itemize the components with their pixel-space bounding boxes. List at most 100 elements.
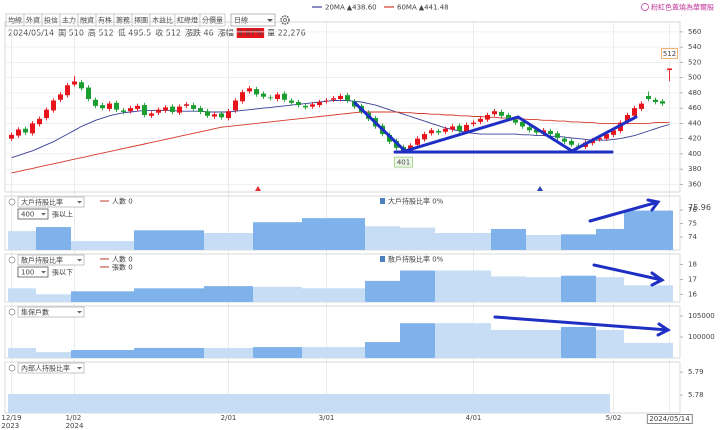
settings-icon[interactable] [280,15,290,25]
panel-select[interactable] [17,362,85,374]
candle-body [30,123,35,134]
threshold-unit: 張以上 [52,210,73,219]
candle-body [93,99,98,106]
candle-body [338,95,343,99]
tab[interactable]: 均線 [8,16,22,25]
candle-body [317,102,322,106]
panel-select[interactable] [17,196,85,208]
step-bar [302,218,365,250]
candle-body [534,129,539,133]
candle-body [492,111,497,115]
dropdown-caret [77,311,82,314]
ma-line [11,111,670,174]
info-volume: 量 22,276 [267,29,306,38]
candle-body [478,118,483,122]
candle-body [604,134,609,139]
legend-name: 20MA [325,4,345,12]
panel-title[interactable]: 散戶持股比率 [21,256,63,265]
y-tick-label: 17 [688,275,697,283]
candle-body [527,127,532,131]
panel-title[interactable]: 集保戶數 [21,308,49,317]
candle-body [513,119,518,123]
tab[interactable]: 擇圖 [134,16,148,25]
tab[interactable]: 有株 [98,16,112,25]
legend-value: ▲438.60 [347,4,377,12]
candle-body [331,98,336,100]
threshold-select[interactable] [17,266,49,278]
low-price-box [394,156,413,168]
tab[interactable]: 籌務 [116,16,130,25]
step-bar [400,270,435,302]
tab[interactable]: 本益比 [152,16,173,25]
y-tick-label: 76 [688,206,697,214]
info-item: 低 495.5 [118,28,151,38]
y-tick-label: 480 [688,89,701,97]
y-tick-label: 540 [688,43,701,51]
step-bar [491,276,526,302]
step-bar [624,210,673,250]
candle-body [212,114,217,117]
candle-body [142,105,147,116]
candle-body [324,100,329,102]
tab[interactable]: 分價量 [202,16,223,25]
threshold-value[interactable]: 400 [21,211,34,219]
panel-close[interactable] [8,256,16,264]
interval-select[interactable] [230,13,276,27]
candle-body [303,105,308,108]
panel-select[interactable] [17,254,85,266]
candle-body [632,108,637,116]
pct-box [236,28,265,38]
threshold-select[interactable] [17,208,49,220]
y-tick-label: 520 [688,58,701,66]
step-bar [204,232,253,250]
panel-select[interactable] [17,306,85,318]
tab[interactable]: 紅綠燈 [177,16,198,25]
candle-body [37,118,42,125]
candle-body [135,105,140,109]
candle-body [121,110,126,112]
panel-close[interactable] [8,308,16,316]
step-bar [400,323,435,358]
panel-title[interactable]: 內部人持股比率 [21,364,70,373]
tab[interactable]: 融資 [80,16,94,25]
step-bar [365,226,400,250]
arrow-head [650,271,665,287]
interval-text[interactable]: 日線 [234,16,248,25]
candle-body [163,107,168,111]
panel-title[interactable]: 大戶持股比率 [21,198,63,207]
step-bar [561,275,596,302]
step-bar [596,329,624,358]
dropdown-caret [77,367,82,370]
panel-close[interactable] [8,364,16,372]
dropdown-caret [267,19,273,22]
tab-box[interactable] [199,13,226,27]
candle-body [226,111,231,119]
threshold-value[interactable]: 100 [21,269,34,277]
candle-body [51,100,56,111]
step-bar [253,347,302,358]
tab[interactable]: 外資 [26,16,40,25]
step-bar [204,286,253,302]
y-tick-label: 400 [688,150,701,158]
tab[interactable]: 投信 [44,16,58,25]
candle-body [625,115,630,122]
y-tick-label: 460 [688,104,701,112]
step-bar [302,347,365,358]
candle-body [240,92,245,102]
candle-body [282,93,287,100]
step-bar [596,277,624,302]
candle-body [191,105,196,109]
tab[interactable]: 主力 [62,16,76,25]
step-bar [624,342,673,358]
candle-body [9,134,14,139]
step-bar [71,241,134,250]
candle-body [639,103,644,109]
candle-body [457,125,462,132]
step-bar [8,288,36,302]
candle-body [275,94,280,99]
panel-close[interactable] [8,198,16,206]
candle-body [128,108,133,112]
step-bar [491,329,526,358]
y-tick-label: 18 [688,261,697,269]
